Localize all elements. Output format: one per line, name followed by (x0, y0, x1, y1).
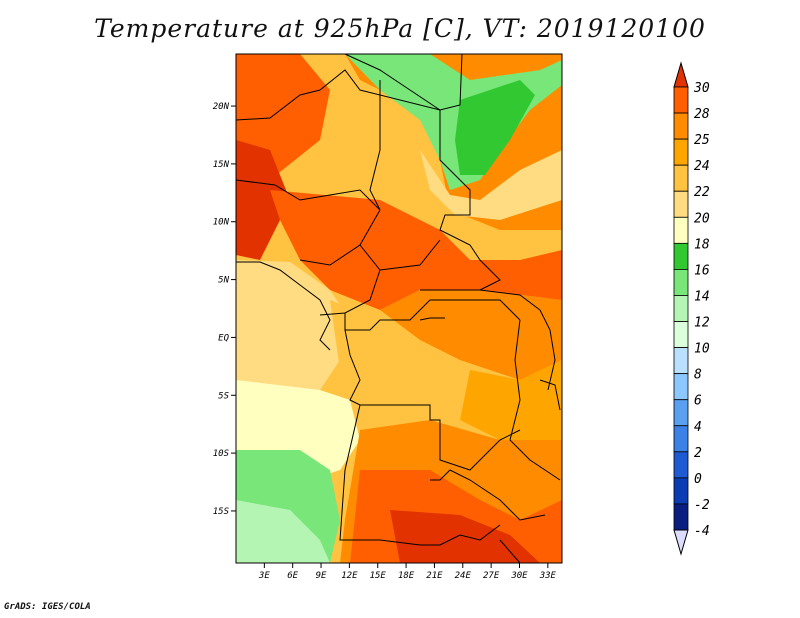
lat-tick-label: 5S (218, 391, 229, 401)
lon-tick-label: 21E (426, 571, 443, 581)
zone-gulf-pale (236, 260, 350, 390)
lon-tick-label: 18E (398, 571, 415, 581)
border-line (430, 469, 546, 521)
lat-tick-label: 15N (213, 160, 230, 170)
lat-tick-label: 20N (213, 102, 230, 112)
footer-credit: GrADS: IGES/COLA (4, 602, 91, 612)
zone-central-orange (380, 290, 562, 380)
lat-tick-label: 10N (213, 218, 230, 228)
colorbar-swatch (673, 503, 689, 531)
lon-tick-label: 30E (510, 571, 528, 581)
colorbar-label: 12 (694, 316, 710, 331)
longitude-axis: 3E 6E 9E 12E 15E 18E 21E 24E 27E 30E 33E (258, 563, 557, 581)
colorbar-swatch (673, 373, 689, 401)
zone-congo-light (330, 300, 430, 400)
lon-tick-label: 12E (341, 571, 358, 581)
lat-tick-label: 10S (213, 449, 230, 459)
colorbar-label: -4 (694, 524, 710, 539)
colorbar-label: 10 (694, 342, 710, 357)
colorbar-label: 8 (694, 368, 702, 383)
colorbar-label: 22 (694, 185, 710, 200)
colorbar-label: 16 (694, 263, 710, 278)
colorbar-label: 4 (694, 420, 702, 435)
colorbar-label: 2 (694, 446, 702, 461)
border-line (235, 179, 381, 211)
country-borders (235, 53, 561, 564)
lat-tick-label: EQ (218, 333, 229, 343)
border-line (339, 404, 501, 546)
colorbar-swatch (673, 295, 689, 322)
border-line (359, 239, 441, 271)
colorbar-swatch (673, 477, 689, 505)
chart-title: Temperature at 925hPa [C], VT: 201912010… (94, 14, 706, 43)
colorbar-swatch (673, 138, 689, 166)
colorbar-swatch (673, 164, 689, 192)
map-frame (235, 53, 563, 564)
lat-tick-label: 15S (213, 507, 230, 517)
colorbar-label: 0 (694, 472, 702, 487)
border-line (420, 289, 541, 311)
zone-northeast-cream (420, 150, 562, 220)
colorbar-swatch (673, 112, 689, 140)
temperature-field (236, 54, 562, 563)
lat-tick-label: 5N (218, 276, 229, 286)
lon-tick-label: 27E (483, 571, 500, 581)
border-line (344, 53, 441, 111)
border-line (509, 319, 561, 481)
colorbar-swatch (673, 86, 689, 114)
colorbar-swatch (673, 451, 689, 479)
zone-east-amber (460, 360, 562, 440)
zone-northeast-dark-green (455, 80, 535, 175)
zone-south-atlantic-pale-green (236, 500, 330, 563)
border-line (539, 379, 561, 411)
border-line (344, 329, 521, 471)
border-line (344, 299, 521, 331)
colorbar-label: 24 (694, 159, 710, 174)
colorbar-swatch (673, 269, 689, 296)
latitude-axis: 20N 15N 10N 5N EQ 5S 10S 15S (213, 102, 236, 517)
border-line (319, 269, 381, 316)
colorbar-top-arrow (673, 61, 689, 88)
border-line (236, 261, 331, 351)
colorbar-bottom-arrow (673, 529, 689, 556)
lon-tick-label: 9E (316, 571, 327, 581)
lon-tick-label: 24E (455, 571, 472, 581)
colorbar-label: 18 (694, 237, 710, 252)
lon-tick-label: 3E (258, 571, 270, 581)
colorbar-swatch (673, 216, 689, 244)
border-line (419, 317, 445, 321)
colorbar-label: 28 (694, 107, 710, 122)
colorbar-label: 6 (694, 394, 702, 409)
colorbar-label: 20 (694, 211, 710, 226)
lon-tick-label: 6E (287, 571, 298, 581)
colorbar-swatch (673, 242, 689, 270)
colorbar-label: 25 (694, 133, 710, 148)
lon-tick-label: 15E (370, 571, 387, 581)
colorbar-label: 14 (694, 289, 710, 304)
colorbar-label: 30 (693, 81, 710, 96)
colorbar-label: -2 (694, 498, 710, 513)
colorbar-swatch (673, 190, 689, 218)
zone-central-hot (270, 190, 562, 310)
border-line (499, 539, 521, 564)
border-line (439, 110, 501, 291)
lon-tick-label: 33E (539, 571, 557, 581)
colorbar-swatch (673, 321, 689, 348)
zone-west-hot (236, 140, 290, 260)
border-line (539, 309, 556, 391)
colorbar-swatch (673, 399, 689, 427)
colorbar-swatch (673, 347, 689, 375)
colorbar-swatch (673, 425, 689, 453)
border-line (235, 53, 463, 121)
